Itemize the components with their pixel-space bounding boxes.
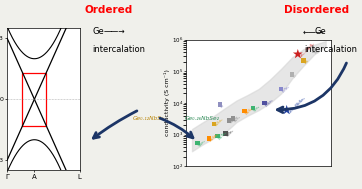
Text: ——→: ——→	[103, 26, 125, 36]
Point	[300, 59, 306, 62]
Point	[206, 137, 212, 140]
Point	[284, 108, 290, 112]
Text: TaTe₂: TaTe₂	[229, 115, 239, 125]
Text: Ge: Ge	[92, 27, 104, 36]
Text: intercalation: intercalation	[304, 45, 357, 54]
Point	[215, 135, 220, 138]
Text: Ge₀.₁₂NbS₂: Ge₀.₁₂NbS₂	[299, 41, 316, 59]
Text: PtSe₂: PtSe₂	[264, 98, 274, 108]
Text: Ge₀.₁₂NbS₂: Ge₀.₁₂NbS₂	[133, 116, 164, 121]
Text: Pt: Pt	[292, 73, 298, 79]
Text: Ag: Ag	[315, 49, 321, 55]
Text: VTe₂: VTe₂	[253, 104, 262, 112]
Text: Ordered: Ordered	[84, 5, 133, 15]
Text: Ge₀.₂₆NbSe₂: Ge₀.₂₆NbSe₂	[185, 116, 220, 121]
Text: PtTe₂: PtTe₂	[281, 84, 291, 94]
Text: NbS₂: NbS₂	[244, 106, 254, 116]
Text: Au: Au	[303, 58, 310, 65]
Text: intercalation: intercalation	[92, 45, 145, 54]
Text: WTe₂: WTe₂	[226, 128, 235, 138]
Text: NbSe₂: NbSe₂	[209, 132, 220, 143]
Point	[251, 106, 256, 109]
Y-axis label: conductivity (S cm⁻¹): conductivity (S cm⁻¹)	[164, 70, 170, 136]
Point	[226, 119, 232, 122]
Point	[230, 117, 236, 120]
Point	[295, 53, 301, 56]
Text: Disordered: Disordered	[284, 5, 349, 15]
Text: Ge₀.₂₆NbSe₂: Ge₀.₂₆NbSe₂	[288, 95, 307, 114]
Point	[241, 110, 247, 113]
Bar	[22, 73, 46, 125]
Text: VSe₂: VSe₂	[198, 138, 207, 147]
Point	[211, 122, 217, 125]
Text: Bi: Bi	[220, 103, 225, 109]
Text: TaS₂: TaS₂	[233, 115, 242, 123]
Text: TaSe₂: TaSe₂	[214, 118, 224, 128]
Point	[195, 141, 201, 144]
Text: Ge: Ge	[315, 27, 327, 36]
Point	[261, 101, 267, 105]
Text: NbTe₂: NbTe₂	[218, 130, 228, 140]
Point	[312, 49, 317, 52]
Point	[289, 73, 295, 76]
Point	[278, 87, 284, 90]
Point	[217, 103, 223, 106]
Text: ←——: ←——	[302, 27, 324, 36]
Point	[223, 132, 228, 135]
